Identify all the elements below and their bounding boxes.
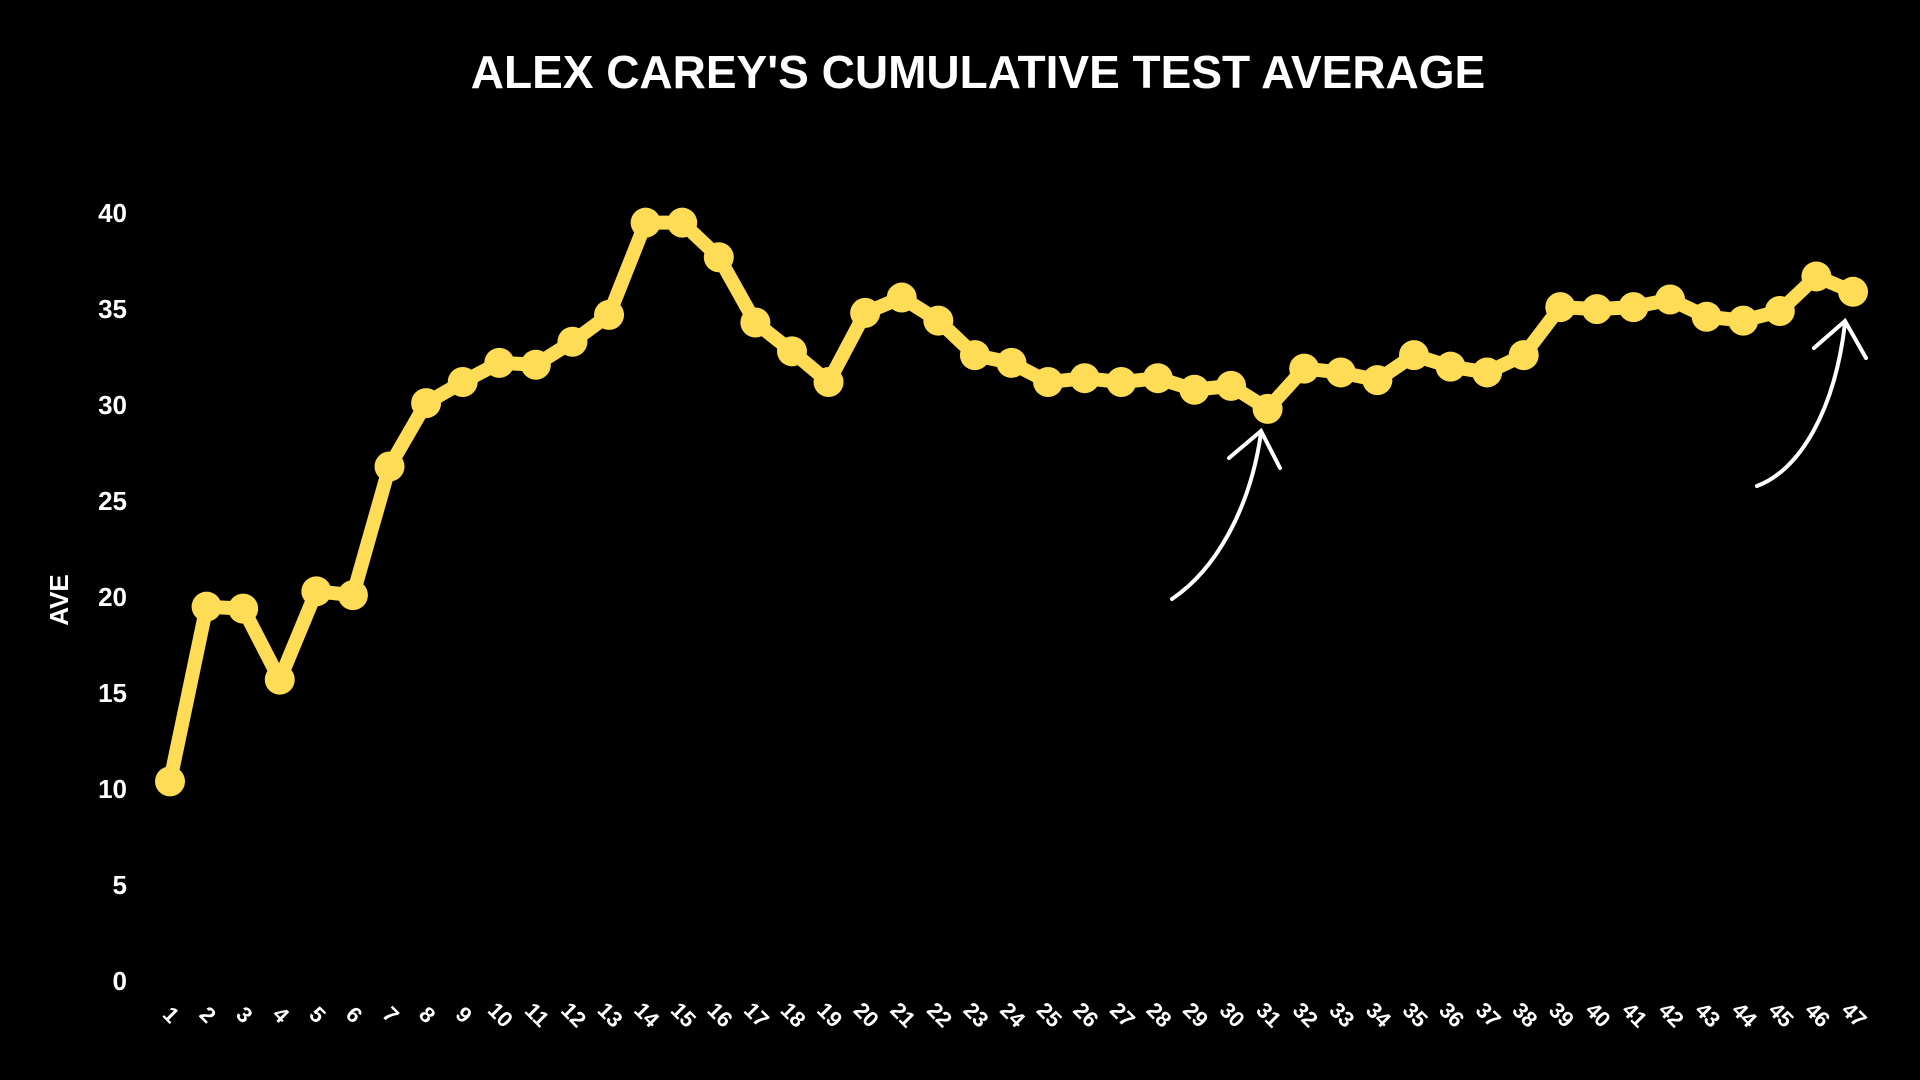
point (667, 207, 698, 238)
point (594, 299, 625, 330)
point (1508, 340, 1539, 371)
point (228, 593, 259, 624)
point (1252, 393, 1283, 424)
y-tick-label: 15 (98, 678, 127, 708)
arrow-head (1227, 427, 1282, 470)
point (740, 307, 771, 338)
point (959, 340, 990, 371)
point (1216, 370, 1247, 401)
point (1106, 367, 1137, 398)
point (1472, 357, 1503, 388)
point (1655, 284, 1686, 315)
point (996, 347, 1027, 378)
point (703, 242, 734, 273)
y-tick-label: 10 (98, 774, 127, 804)
point (191, 591, 222, 622)
point (1691, 301, 1722, 332)
arrow (1755, 321, 1847, 488)
y-axis-label: AVE (44, 574, 74, 626)
point (155, 766, 185, 797)
point (1618, 292, 1649, 323)
y-tick-label: 40 (98, 198, 127, 228)
y-tick-label: 0 (113, 966, 127, 996)
point (520, 349, 551, 380)
y-tick-label: 5 (113, 870, 127, 900)
point (813, 367, 844, 398)
point (264, 664, 295, 695)
point (850, 297, 881, 328)
point (1435, 351, 1466, 382)
y-tick-label: 30 (98, 390, 127, 420)
point (1325, 357, 1356, 388)
y-tick-label: 35 (98, 294, 127, 324)
point (337, 580, 368, 611)
point (1033, 367, 1064, 398)
y-tick-label: 25 (98, 486, 127, 516)
point (776, 336, 807, 367)
point (886, 282, 917, 313)
point (484, 347, 515, 378)
point (374, 451, 405, 482)
point (923, 305, 954, 336)
point (1289, 353, 1320, 384)
chart-title: ALEX CAREY'S CUMULATIVE TEST AVERAGE (471, 46, 1486, 98)
arrow (1170, 431, 1263, 601)
point (630, 207, 661, 238)
arrow-head (1812, 317, 1868, 360)
point (301, 576, 332, 607)
y-tick-label: 20 (98, 582, 127, 612)
point (1362, 365, 1393, 396)
point (447, 367, 478, 398)
point (1398, 340, 1429, 371)
point (557, 326, 588, 357)
point (1838, 276, 1868, 307)
point (1801, 261, 1832, 292)
point (1545, 292, 1576, 323)
point (1581, 294, 1612, 325)
point (411, 388, 442, 419)
point (1142, 363, 1173, 394)
point (1764, 296, 1795, 326)
annotation-arrows (1170, 317, 1868, 601)
point (1728, 305, 1759, 336)
point (1179, 374, 1210, 405)
point (1069, 363, 1100, 394)
